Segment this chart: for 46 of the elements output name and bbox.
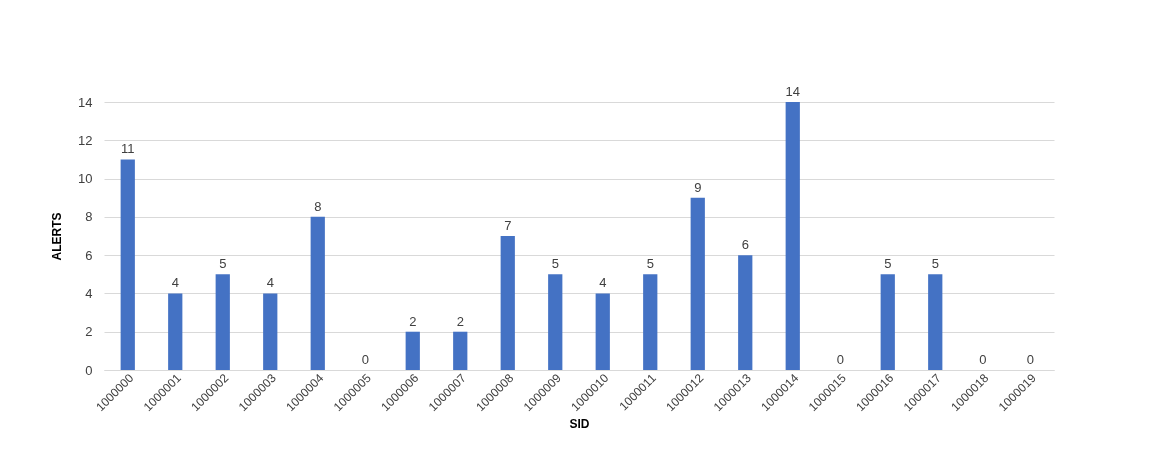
bar xyxy=(928,274,943,370)
data-label: 0 xyxy=(361,352,369,367)
y-tick-label: 10 xyxy=(78,171,93,187)
data-label: 0 xyxy=(979,352,987,367)
data-label: 5 xyxy=(646,256,654,272)
bar xyxy=(263,293,278,370)
data-label: 14 xyxy=(785,84,800,99)
y-tick-label: 14 xyxy=(78,94,93,110)
data-label: 2 xyxy=(409,313,417,329)
y-tick-label: 6 xyxy=(85,247,93,263)
bar xyxy=(310,216,325,370)
y-tick-label: 12 xyxy=(78,132,93,148)
data-label: 9 xyxy=(694,179,702,195)
data-label: 5 xyxy=(884,256,892,272)
x-axis-title: SID xyxy=(569,417,590,432)
y-tick-label: 0 xyxy=(85,362,93,378)
data-label: 0 xyxy=(836,352,844,367)
data-label: 7 xyxy=(504,218,512,233)
data-label: 4 xyxy=(266,275,274,291)
bar xyxy=(405,331,420,370)
data-label: 5 xyxy=(931,256,939,272)
data-label: 11 xyxy=(121,141,135,157)
data-label: 4 xyxy=(599,275,607,291)
bar xyxy=(500,236,515,370)
y-axis-title: ALERTS xyxy=(50,212,65,261)
bar xyxy=(738,255,753,370)
bar xyxy=(785,102,800,370)
data-label: 8 xyxy=(314,198,322,214)
data-label: 6 xyxy=(741,237,749,253)
bar xyxy=(168,293,183,370)
bar xyxy=(548,274,563,370)
bar xyxy=(690,197,705,370)
data-label: 4 xyxy=(171,275,179,291)
bar xyxy=(880,274,895,370)
data-label: 0 xyxy=(1026,352,1034,367)
y-tick-label: 2 xyxy=(85,324,93,340)
data-label: 5 xyxy=(551,256,559,272)
data-label: 2 xyxy=(456,313,464,329)
bar xyxy=(595,293,610,370)
y-tick-label: 8 xyxy=(85,209,93,225)
bar xyxy=(643,274,658,370)
bar xyxy=(120,159,135,370)
y-tick-label: 4 xyxy=(85,285,93,301)
bar xyxy=(453,331,468,370)
data-label: 5 xyxy=(219,256,227,272)
bar xyxy=(215,274,230,370)
